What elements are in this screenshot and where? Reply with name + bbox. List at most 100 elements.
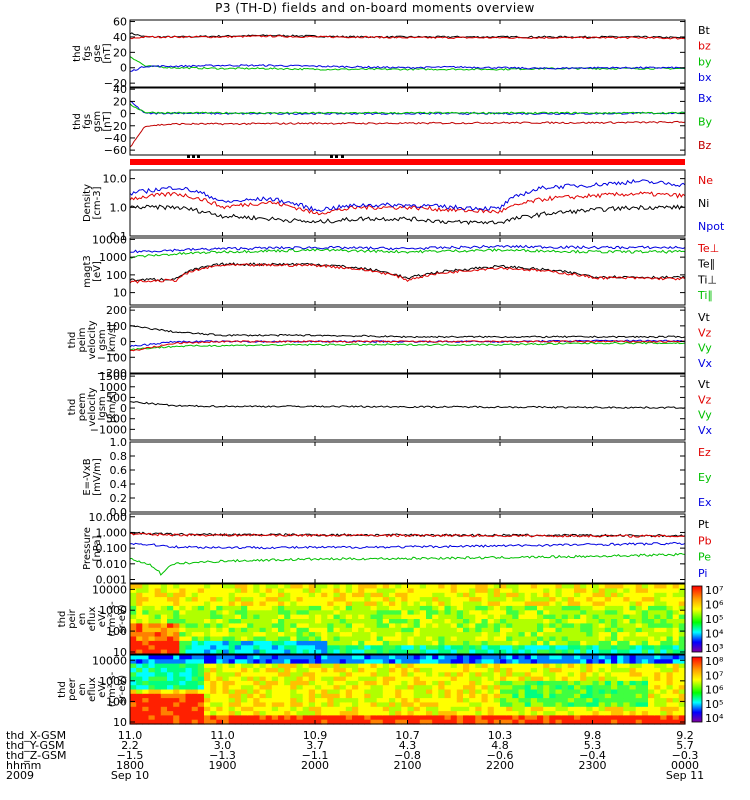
spectrogram-cell bbox=[450, 605, 458, 611]
spectrogram-cell bbox=[167, 663, 174, 669]
spectrogram-cell bbox=[487, 610, 495, 616]
spectrogram-cell bbox=[469, 672, 476, 678]
spectrogram-cell bbox=[142, 614, 150, 620]
y-axis-label: peem bbox=[77, 393, 88, 421]
spectrogram-cell bbox=[247, 706, 254, 712]
spectrogram-cell bbox=[456, 689, 464, 695]
spectrogram-cell bbox=[148, 715, 156, 721]
spectrogram-cell bbox=[148, 676, 156, 682]
spectrogram-cell bbox=[580, 663, 587, 669]
spectrogram-cell bbox=[487, 711, 495, 716]
spectrogram-cell bbox=[167, 655, 174, 660]
spectrogram-cell bbox=[481, 645, 489, 651]
spectrogram-cell bbox=[654, 676, 661, 682]
spectrogram-cell bbox=[185, 655, 193, 660]
spectrogram-cell bbox=[567, 597, 575, 603]
spectrogram-cell bbox=[537, 698, 544, 703]
spectrogram-cell bbox=[555, 636, 563, 642]
spectrogram-cell bbox=[308, 672, 316, 678]
spectrogram-cell bbox=[210, 605, 217, 611]
spectrogram-cell bbox=[530, 685, 538, 691]
spectrogram-cell bbox=[543, 619, 550, 624]
spectrogram-cell bbox=[660, 632, 668, 638]
spectrogram-cell bbox=[136, 597, 143, 603]
spectrogram-cell bbox=[296, 680, 304, 686]
spectrogram-cell bbox=[617, 680, 624, 686]
spectrogram-cell bbox=[567, 623, 575, 629]
spectrogram-cell bbox=[555, 597, 563, 603]
spectrogram-cell bbox=[648, 702, 655, 708]
spectrogram-cell bbox=[345, 663, 353, 669]
spectrogram-cell bbox=[623, 614, 631, 620]
y-axis-label: gsm bbox=[92, 111, 103, 132]
spectrogram-cell bbox=[191, 676, 199, 682]
spectrogram-cell bbox=[228, 693, 236, 699]
footer-label-hhmm: hhmm bbox=[6, 759, 42, 772]
spectrogram-cell bbox=[358, 597, 365, 603]
spectrogram-cell bbox=[167, 588, 174, 594]
spectrogram-cell bbox=[364, 685, 372, 691]
spectrogram-cell bbox=[617, 693, 624, 699]
spectrogram-cell bbox=[672, 632, 680, 638]
spectrogram-cell bbox=[136, 685, 143, 691]
spectrogram-cell bbox=[617, 636, 624, 642]
spectrogram-cell bbox=[432, 672, 439, 678]
spectrogram-cell bbox=[339, 584, 347, 589]
spectrogram-cell bbox=[432, 632, 439, 638]
series-line-bz bbox=[129, 120, 686, 148]
spectrogram-cell bbox=[389, 719, 396, 725]
spectrogram-cell bbox=[290, 698, 298, 703]
spectrogram-cell bbox=[136, 619, 143, 624]
spectrogram-cell bbox=[210, 619, 217, 624]
spectrogram-cell bbox=[284, 640, 291, 646]
spectrogram-cell bbox=[456, 719, 464, 725]
spectrogram-cell bbox=[623, 706, 631, 712]
spectrogram-cell bbox=[543, 627, 550, 633]
spectrogram-cell bbox=[339, 706, 347, 712]
spectrogram-cell bbox=[228, 649, 236, 655]
spectrogram-cell bbox=[469, 645, 476, 651]
spectrogram-cell bbox=[339, 680, 347, 686]
spectrogram-cell bbox=[247, 636, 254, 642]
spectrogram-cell bbox=[666, 663, 674, 669]
spectrogram-cell bbox=[611, 663, 618, 669]
spectrogram-cell bbox=[339, 659, 347, 665]
spectrogram-cell bbox=[376, 597, 384, 603]
spectrogram-cell bbox=[191, 711, 199, 716]
spectrogram-cell bbox=[284, 623, 291, 629]
spectrogram-cell bbox=[352, 584, 359, 589]
spectrogram-cell bbox=[407, 685, 415, 691]
spectrogram-cell bbox=[561, 676, 569, 682]
spectrogram-cell bbox=[382, 689, 390, 695]
spectrogram-cell bbox=[592, 588, 600, 594]
spectrogram-cell bbox=[327, 640, 335, 646]
spectrogram-cell bbox=[450, 640, 458, 646]
legend-label-1: Te∥ bbox=[697, 258, 715, 271]
spectrogram-cell bbox=[222, 614, 230, 620]
spectrogram-cell bbox=[567, 614, 575, 620]
spectrogram-cell bbox=[604, 715, 612, 721]
spectrogram-cell bbox=[654, 632, 661, 638]
y-axis-label: sr-eV) bbox=[117, 604, 128, 633]
spectrogram-cell bbox=[617, 610, 624, 616]
spectrogram-cell bbox=[512, 601, 520, 607]
spectrogram-cell bbox=[130, 702, 137, 708]
spectrogram-cell bbox=[210, 672, 217, 678]
spectrogram-cell bbox=[160, 659, 168, 665]
y-tick-label: 100 bbox=[106, 269, 127, 282]
spectrogram-cell bbox=[308, 636, 316, 642]
spectrogram-cell bbox=[395, 592, 402, 598]
spectrogram-cell bbox=[154, 676, 162, 682]
series-line-vt bbox=[129, 401, 686, 409]
spectrogram-cell bbox=[321, 614, 328, 620]
spectrogram-cell bbox=[475, 685, 483, 691]
spectrogram-cell bbox=[672, 659, 680, 665]
spectrogram-cell bbox=[389, 636, 396, 642]
spectrogram-cell bbox=[641, 632, 649, 638]
spectrogram-cell bbox=[358, 584, 365, 589]
spectrogram-cell bbox=[167, 698, 174, 703]
spectrogram-cell bbox=[321, 636, 328, 642]
spectrogram-cell bbox=[160, 676, 168, 682]
spectrogram-cell bbox=[432, 702, 439, 708]
spectrogram-cell bbox=[345, 623, 353, 629]
